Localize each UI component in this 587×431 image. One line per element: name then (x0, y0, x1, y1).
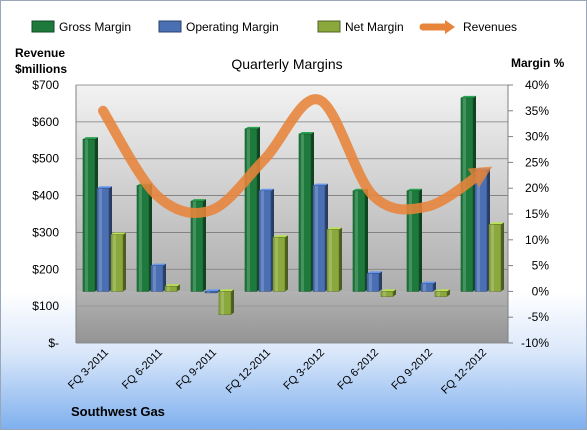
bar-gross-margin (244, 126, 260, 292)
right-tick-label: 30% (525, 130, 549, 144)
legend-swatch (158, 20, 182, 33)
right-tick-label: 25% (525, 155, 549, 169)
category-label: FQ 12-2011 (224, 347, 273, 396)
left-tick-label: $600 (32, 115, 59, 129)
right-tick-label: 10% (525, 233, 549, 247)
left-tick-label: $500 (32, 152, 59, 166)
right-tick-label: 20% (525, 181, 549, 195)
category-label: FQ 9-2012 (389, 347, 435, 393)
category-label: FQ 6-2011 (120, 347, 165, 392)
bar-net-margin (326, 227, 342, 292)
left-tick-label: $100 (32, 299, 59, 313)
plot-floor (76, 291, 508, 343)
legend-label: Revenues (463, 20, 517, 34)
legend-label: Net Margin (345, 20, 404, 34)
bar-net-margin (488, 222, 504, 292)
bar-net-margin (380, 289, 396, 297)
right-tick-label: 15% (525, 207, 549, 221)
bar-operating-margin (150, 263, 166, 292)
bar-operating-margin (366, 271, 382, 292)
bar-net-margin (272, 235, 288, 292)
bar-gross-margin (136, 183, 152, 292)
bar-operating-margin (474, 168, 490, 292)
bar-gross-margin (82, 137, 98, 292)
left-tick-label: $400 (32, 189, 59, 203)
chart-title: Quarterly Margins (231, 56, 342, 72)
bar-operating-margin (312, 183, 328, 292)
bar-gross-margin (406, 188, 422, 292)
bar-net-margin (110, 232, 126, 292)
legend: Gross Margin Operating Margin Net Margin Re… (31, 20, 517, 34)
right-tick-label: 35% (525, 104, 549, 118)
revenue-line-layer (98, 94, 493, 218)
bar-net-margin (164, 284, 180, 292)
right-tick-label: -5% (528, 310, 550, 324)
bar-gross-margin (298, 132, 314, 292)
bar-gross-margin (460, 95, 476, 292)
right-axis-ticks: -10% -5% 0% 5% 10% 15% 20% 25% 30% 35% 40% (508, 78, 549, 350)
right-axis-label: Margin % (511, 56, 565, 70)
bar-net-margin (434, 289, 450, 297)
category-label: FQ 3-2011 (66, 347, 111, 392)
left-tick-label: $300 (32, 225, 59, 239)
category-labels: FQ 3-2011 FQ 6-2011 FQ 9-2011 FQ 12-2011 FQ … (66, 347, 489, 397)
right-tick-label: 5% (532, 259, 550, 273)
left-tick-label: $700 (32, 78, 59, 92)
left-axis-label-line2: $millions (15, 62, 67, 76)
category-label: FQ 6-2012 (335, 347, 381, 393)
category-label: FQ 12-2012 (439, 347, 489, 397)
bar-gross-margin (352, 188, 368, 292)
bar-operating-margin (258, 188, 274, 292)
left-tick-label: $200 (32, 262, 59, 276)
category-label: FQ 9-2011 (174, 347, 219, 392)
bar-operating-margin (420, 281, 436, 292)
bar-net-margin (218, 289, 234, 315)
right-tick-label: -10% (521, 336, 549, 350)
footer-company: Southwest Gas (71, 404, 165, 419)
revenue-line (98, 94, 493, 218)
bars-layer (82, 95, 504, 315)
legend-swatch (317, 20, 341, 33)
bar-gross-margin (190, 199, 206, 292)
legend-label: Gross Margin (59, 20, 131, 34)
bar-operating-margin (96, 186, 112, 292)
bar-operating-margin (204, 289, 220, 294)
right-tick-label: 40% (525, 78, 549, 92)
legend-arrow-icon (445, 20, 455, 34)
left-tick-label: $- (48, 336, 59, 350)
legend-swatch (31, 20, 55, 33)
category-label: FQ 3-2012 (281, 347, 327, 393)
legend-label: Operating Margin (186, 20, 279, 34)
right-tick-label: 0% (532, 284, 550, 298)
left-axis-ticks: $- $100 $200 $300 $400 $500 $600 $700 (32, 78, 59, 350)
left-axis-label-line1: Revenue (15, 46, 65, 60)
